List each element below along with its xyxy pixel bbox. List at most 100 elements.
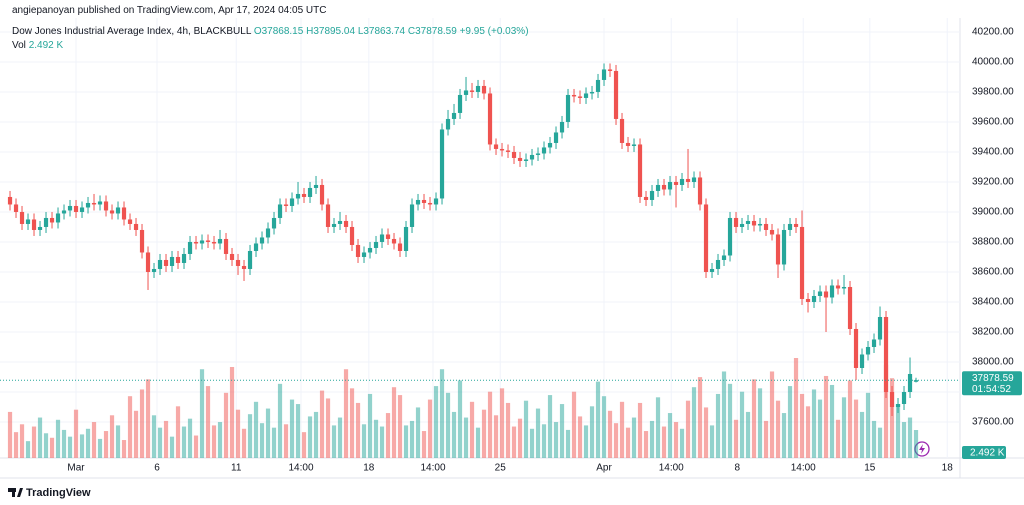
candle-body <box>733 217 739 227</box>
volume-bar <box>355 402 361 458</box>
x-tick-label: Apr <box>596 463 612 474</box>
candle-body <box>157 259 163 269</box>
volume-bar <box>619 401 625 458</box>
candle-body <box>121 207 127 220</box>
volume-bar <box>793 358 799 458</box>
volume-bar <box>133 410 139 458</box>
volume-bar <box>103 431 109 458</box>
volume-bar <box>697 377 703 458</box>
volume-bar <box>283 424 289 458</box>
volume-bar <box>211 425 217 458</box>
last-price-box <box>962 371 1022 396</box>
y-tick-label: 37600.00 <box>972 417 1014 428</box>
volume-bar <box>523 400 529 458</box>
volume-bar <box>907 417 913 458</box>
volume-legend: Vol 2.492 K <box>12 40 63 51</box>
candle-body <box>463 90 469 95</box>
volume-bar <box>361 424 367 458</box>
y-tick-label: 39400.00 <box>972 147 1014 158</box>
volume-bar <box>583 425 589 458</box>
x-tick-label: 18 <box>942 463 954 474</box>
volume-bar <box>559 404 565 458</box>
ohlc-change: +9.95 (+0.03%) <box>459 26 529 37</box>
volume-bar <box>307 416 313 458</box>
volume-bar <box>769 371 775 458</box>
x-tick-label: Mar <box>67 463 85 474</box>
candle-body <box>475 85 481 92</box>
volume-bar <box>505 402 511 458</box>
volume-bar <box>901 422 907 458</box>
candle-body <box>895 403 901 407</box>
volume-bar <box>229 366 235 458</box>
volume-bar <box>751 379 757 458</box>
volume-bar <box>607 410 613 458</box>
candle-body <box>331 223 337 227</box>
vol-label: Vol <box>12 40 26 51</box>
volume-bar <box>457 380 463 458</box>
volume-bar <box>865 392 871 458</box>
candle-body <box>775 234 781 265</box>
volume-bar <box>373 419 379 458</box>
candle-body <box>709 268 715 272</box>
candle-body <box>175 256 181 263</box>
y-tick-label: 40200.00 <box>972 27 1014 38</box>
candle-body <box>115 207 121 214</box>
x-tick-label: 15 <box>864 463 876 474</box>
candle-body <box>109 210 115 214</box>
candle-body <box>37 226 43 230</box>
volume-bar <box>679 428 685 458</box>
volume-bar <box>643 431 649 458</box>
candle-body <box>469 90 475 92</box>
candle-body <box>361 252 367 257</box>
candle-body <box>817 291 823 296</box>
volume-bar <box>487 391 493 458</box>
volume-bar <box>853 399 859 458</box>
y-tick-label: 39800.00 <box>972 87 1014 98</box>
volume-bar <box>253 401 259 458</box>
x-tick-label: 14:00 <box>791 463 816 474</box>
volume-bar <box>73 409 79 458</box>
volume-bar <box>667 413 673 458</box>
y-tick-label: 40000.00 <box>972 57 1014 68</box>
candle-body <box>673 181 679 185</box>
volume-bar <box>421 431 427 458</box>
candle-body <box>835 285 841 289</box>
x-tick-label: 14:00 <box>659 463 684 474</box>
candle-body <box>715 259 721 269</box>
candle-body <box>883 316 889 392</box>
last-volume-box <box>962 446 1006 459</box>
volume-bar <box>235 409 241 458</box>
candle-body <box>481 85 487 94</box>
ohlc-open: O37868.15 <box>253 26 304 37</box>
last-price-label: 37878.59 <box>972 373 1014 384</box>
candle-body <box>727 217 733 256</box>
volume-bar <box>265 408 271 458</box>
candle-body <box>793 223 799 227</box>
candle-body <box>781 229 787 265</box>
candle-body <box>565 94 571 122</box>
candle-body <box>31 219 37 230</box>
volume-bar <box>517 418 523 458</box>
volume-bar <box>493 415 499 458</box>
candle-body <box>907 373 913 392</box>
volume-bar <box>25 441 31 458</box>
volume-bar <box>499 388 505 458</box>
volume-bar <box>841 397 847 458</box>
candle-body <box>451 112 457 119</box>
symbol: Dow Jones Industrial Average Index, 4h, … <box>12 26 252 37</box>
volume-bar <box>259 423 265 458</box>
candle-body <box>343 220 349 227</box>
volume-bar <box>895 404 901 458</box>
candle-body <box>559 121 565 133</box>
x-tick-label: 14:00 <box>289 463 314 474</box>
candle-body <box>529 154 535 160</box>
publisher: angiepanoyan published on TradingView.co… <box>12 5 327 16</box>
volume-bar <box>613 423 619 458</box>
candle-body <box>73 205 79 212</box>
volume-bar <box>169 436 175 458</box>
volume-bar <box>547 395 553 458</box>
candle-body <box>739 223 745 227</box>
x-tick-label: 18 <box>363 463 375 474</box>
volume-bar <box>55 419 61 458</box>
